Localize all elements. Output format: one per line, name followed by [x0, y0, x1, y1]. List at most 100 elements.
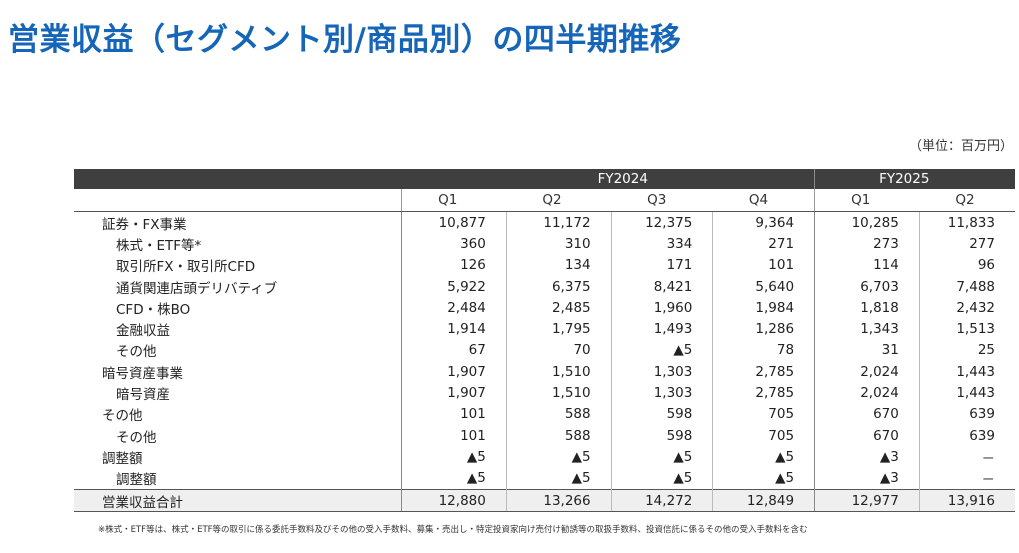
row-label: 調整額 — [102, 450, 143, 467]
value-cell: 2,485 — [505, 297, 612, 319]
value-cell: ▲5 — [712, 467, 815, 490]
value-cell: 1,443 — [918, 361, 1015, 383]
row-label: 暗号資産事業 — [102, 365, 183, 382]
value-cell: 670 — [814, 403, 920, 425]
value-cell: ▲5 — [505, 446, 612, 468]
value-cell: 1,818 — [814, 297, 920, 319]
value-cell: 588 — [505, 403, 612, 425]
row-label: 暗号資産 — [116, 387, 170, 404]
value-cell: ▲5 — [610, 339, 713, 362]
value-cell: 2,785 — [712, 382, 815, 404]
value-cell: 670 — [814, 424, 920, 447]
row-label: 株式・ETF等* — [116, 237, 202, 254]
value-cell: 10,877 — [401, 211, 507, 234]
value-cell: 1,343 — [814, 318, 920, 340]
value-cell: 2,024 — [814, 382, 920, 404]
table-row: 金融収益 1,914 1,795 1,493 1,286 1,343 1,513 — [74, 318, 1015, 340]
row-label: 取引所FX・取引所CFD — [116, 259, 256, 276]
table-row: その他 67 70 ▲5 78 31 25 — [74, 339, 1015, 362]
quarter-header: Q3 — [611, 189, 713, 212]
value-cell: 1,303 — [610, 361, 713, 383]
quarter-header: Q4 — [712, 189, 815, 212]
row-label: その他 — [116, 429, 157, 446]
table-row: 暗号資産 1,907 1,510 1,303 2,785 2,024 1,443 — [74, 382, 1015, 404]
row-label: その他 — [116, 344, 157, 361]
quarter-header: Q2 — [506, 189, 612, 212]
table-row: CFD・株BO 2,484 2,485 1,960 1,984 1,818 2,432 — [74, 297, 1015, 319]
value-cell: 9,364 — [712, 211, 815, 234]
row-label: 金融収益 — [116, 323, 170, 340]
value-cell: 1,795 — [505, 318, 612, 340]
value-cell: 12,849 — [712, 488, 815, 513]
row-label: 調整額 — [116, 472, 157, 489]
header-blank — [74, 189, 402, 212]
value-cell: ▲5 — [505, 467, 612, 490]
unit-label: （単位：百万円） — [908, 139, 1013, 154]
value-cell: 126 — [401, 254, 507, 276]
value-cell: 25 — [918, 339, 1015, 362]
value-cell: ▲5 — [712, 446, 815, 468]
row-label: 証券・FX事業 — [102, 216, 187, 233]
value-cell: 12,977 — [814, 488, 920, 513]
value-cell: 8,421 — [610, 275, 713, 298]
table-row: その他 101 588 598 705 670 639 — [74, 424, 1015, 447]
value-cell: 10,285 — [814, 211, 920, 234]
value-cell: 11,172 — [505, 211, 612, 234]
value-cell: 1,914 — [401, 318, 507, 340]
value-cell: 277 — [918, 233, 1015, 255]
value-cell: 70 — [505, 339, 612, 362]
page-title: 営業収益（セグメント別/商品別）の四半期推移 — [8, 22, 682, 58]
value-cell: 1,960 — [610, 297, 713, 319]
value-cell: 271 — [712, 233, 815, 255]
value-cell: 2,024 — [814, 361, 920, 383]
value-cell: 134 — [505, 254, 612, 276]
quarter-header: Q2 — [919, 189, 1015, 212]
value-cell: 2,484 — [401, 297, 507, 319]
value-cell: 639 — [918, 424, 1015, 447]
fiscal-year-header: FY2024 — [401, 169, 816, 189]
value-cell: 1,510 — [505, 361, 612, 383]
table-body: 証券・FX事業 10,877 11,172 12,375 9,364 10,285 11,8… — [74, 211, 1015, 513]
quarter-header: Q1 — [401, 189, 507, 212]
value-cell: ▲3 — [814, 467, 920, 490]
table-row: 株式・ETF等* 360 310 334 271 273 277 — [74, 233, 1015, 255]
value-cell: 273 — [814, 233, 920, 255]
table-row: 暗号資産事業 1,907 1,510 1,303 2,785 2,024 1,443 — [74, 361, 1015, 383]
value-cell: ▲5 — [401, 446, 507, 468]
value-cell: 101 — [712, 254, 815, 276]
value-cell: 598 — [610, 403, 713, 425]
value-cell: 1,513 — [918, 318, 1015, 340]
row-label: 通貨関連店頭デリバティブ — [116, 280, 278, 297]
quarter-header-row: Q1 Q2 Q3 Q4 Q1 Q2 — [74, 189, 1015, 212]
value-cell: 5,922 — [401, 275, 507, 298]
value-cell: 2,432 — [918, 297, 1015, 319]
table-row: 証券・FX事業 10,877 11,172 12,375 9,364 10,285 11,8… — [74, 211, 1015, 234]
value-cell: ▲5 — [610, 446, 713, 468]
row-label: 営業収益合計 — [74, 488, 402, 513]
value-cell: 13,916 — [918, 488, 1015, 513]
header-blank — [74, 169, 402, 189]
value-cell: 1,510 — [505, 382, 612, 404]
value-cell: 31 — [814, 339, 920, 362]
value-cell: 639 — [918, 403, 1015, 425]
table-row: 調整額 ▲5 ▲5 ▲5 ▲5 ▲3 － — [74, 467, 1015, 490]
table-row: 取引所FX・取引所CFD 126 134 171 101 114 96 — [74, 254, 1015, 276]
value-cell: 12,880 — [401, 488, 507, 513]
value-cell: 705 — [712, 424, 815, 447]
value-cell: 11,833 — [918, 211, 1015, 234]
value-cell: 1,286 — [712, 318, 815, 340]
value-cell: 1,493 — [610, 318, 713, 340]
table-row: 営業収益合計 12,880 13,266 14,272 12,849 12,977 13,9… — [74, 488, 1015, 513]
value-cell: 101 — [401, 403, 507, 425]
footnote: ※株式・ETF等は、株式・ETF等の取引に係る委託手数料及びその他の受入手数料、… — [98, 525, 808, 535]
value-cell: 1,984 — [712, 297, 815, 319]
table-row: その他 101 588 598 705 670 639 — [74, 403, 1015, 425]
value-cell: 598 — [610, 424, 713, 447]
value-cell: 13,266 — [505, 488, 612, 513]
value-cell: 96 — [918, 254, 1015, 276]
revenue-table: FY2024 FY2025 Q1 Q2 Q3 Q4 Q1 Q2 証券・FX事業 1… — [74, 169, 1015, 513]
value-cell: 2,785 — [712, 361, 815, 383]
value-cell: 6,703 — [814, 275, 920, 298]
value-cell: 5,640 — [712, 275, 815, 298]
value-cell: 1,907 — [401, 361, 507, 383]
